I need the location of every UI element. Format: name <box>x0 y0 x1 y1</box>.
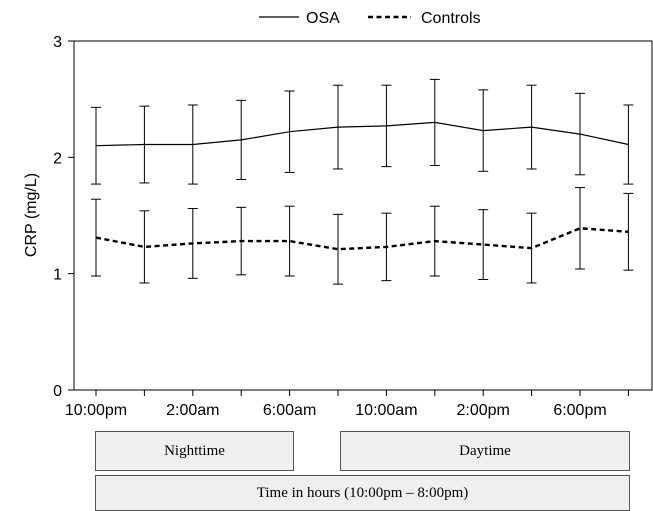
series-line-osa <box>95 121 629 147</box>
x-tick-label: 2:00pm <box>457 402 510 419</box>
x-tick-label: 6:00am <box>263 402 316 419</box>
y-tick-label: 1 <box>53 267 62 284</box>
x-tick-label: 10:00pm <box>65 402 127 419</box>
legend-controls-label: Controls <box>421 10 481 27</box>
time-range-box: Time in hours (10:00pm – 8:00pm) <box>95 475 630 511</box>
plot-frame <box>73 40 653 391</box>
crp-line-chart: 0 1 2 3 10:00pm 2:00am 6:00am 10:00am 2:00pm 6:0… <box>23 10 653 419</box>
y-tick-label: 2 <box>53 150 62 167</box>
x-tick-label: 10:00am <box>355 402 417 419</box>
error-bars <box>91 78 634 285</box>
nighttime-box: Nighttime <box>95 431 294 471</box>
legend-osa-label: OSA <box>306 10 340 27</box>
y-tick-label: 3 <box>53 34 62 51</box>
x-tick-label: 2:00am <box>166 402 219 419</box>
x-axis: 10:00pm 2:00am 6:00am 10:00am 2:00pm 6:00pm <box>65 390 629 419</box>
y-tick-label: 0 <box>53 383 62 400</box>
legend: OSA Controls <box>259 10 481 27</box>
series-line-controls <box>95 227 629 251</box>
series-lines <box>95 121 629 251</box>
y-axis-label: CRP (mg/L) <box>23 173 40 257</box>
x-tick-label: 6:00pm <box>553 402 606 419</box>
y-axis: 0 1 2 3 <box>53 34 74 400</box>
daytime-box: Daytime <box>340 431 630 471</box>
